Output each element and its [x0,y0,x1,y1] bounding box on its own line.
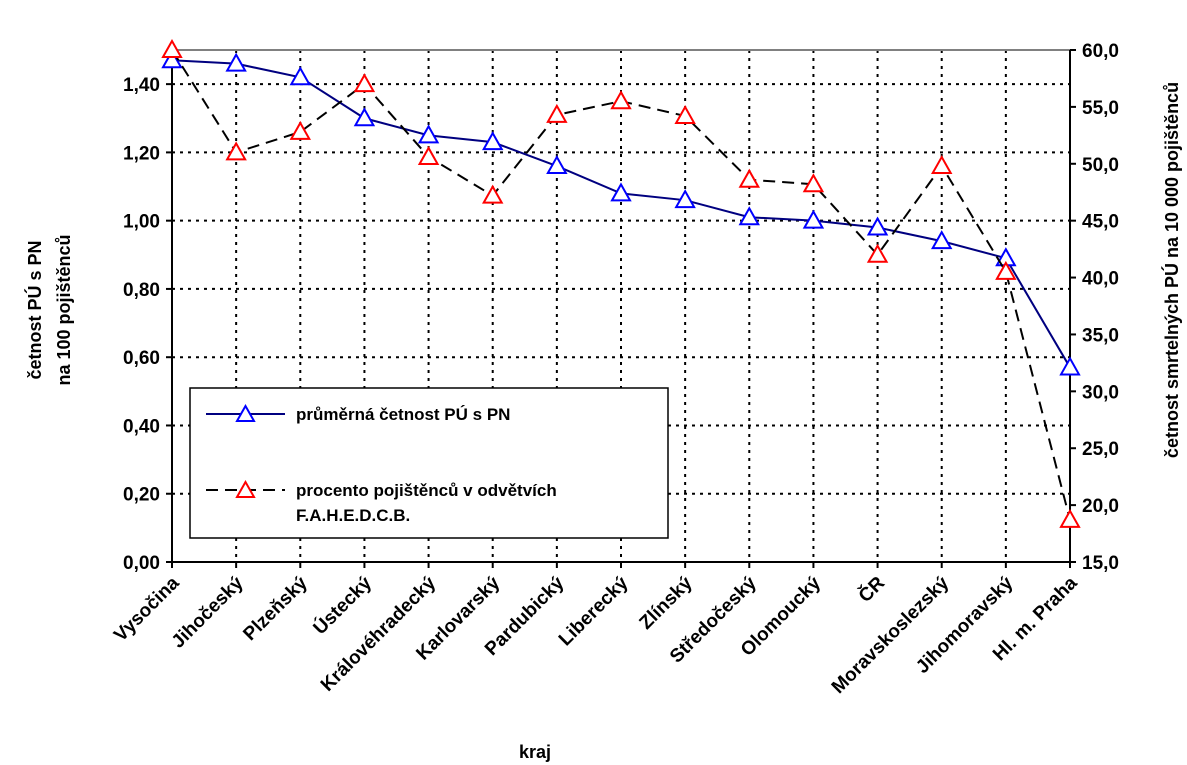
legend: průměrná četnost PÚ s PN procento pojišt… [189,387,669,539]
series-2-marker [738,168,760,188]
series-1-marker [931,230,953,250]
category-label: ČR [854,572,889,607]
series-1-marker [738,206,760,226]
series-1-marker [161,49,183,69]
left-tick-label: 1,20 [123,143,160,164]
legend-label-series-1: průměrná četnost PÚ s PN [296,405,510,424]
series-2-marker [995,260,1017,280]
right-tick-label: 25,0 [1082,439,1119,460]
category-label: Plzeňský [239,572,312,645]
series-2-marker [289,120,311,140]
series-1-marker [353,107,376,127]
series-2-marker [1059,508,1081,528]
legend-marker-series-2 [235,479,256,498]
category-label: Liberecký [555,572,633,650]
right-tick-label: 55,0 [1082,98,1119,119]
right-axis-ticks: 15,0 20,0 25,0 30,0 35,0 40,0 45,0 50,0 55,0 60,0 [1082,41,1119,574]
series-1-marker [417,124,440,144]
series-2-marker [610,90,632,110]
series-2-marker [866,243,889,263]
series-2-marker [482,184,504,204]
left-tick-label: 0,80 [123,280,160,301]
series-1-marker [1059,356,1081,376]
series-2-marker [546,103,568,123]
series-2-marker [674,104,696,124]
right-tick-label: 40,0 [1082,269,1119,290]
series-2-marker [161,38,183,58]
legend-label-series-2-line2: F.A.H.E.D.C.B. [296,506,410,525]
left-tick-label: 0,00 [123,553,160,574]
series-1-marker [225,52,247,72]
series-1-marker [866,216,889,236]
left-tick-label: 1,40 [123,75,160,96]
series-1-marker [802,209,825,229]
series-1-marker [546,155,568,175]
category-label: Zlínský [636,572,697,633]
right-tick-label: 60,0 [1082,41,1119,62]
left-tick-label: 1,00 [123,212,160,233]
right-tick-label: 15,0 [1082,553,1119,574]
left-tick-label: 0,60 [123,348,160,369]
axes [166,49,1076,568]
left-axis-title-line2: na 100 pojištěnců [54,234,74,385]
series [161,38,1081,528]
right-tick-label: 35,0 [1082,325,1119,346]
series-1 [161,49,1081,376]
left-tick-label: 0,40 [123,416,160,437]
right-tick-label: 45,0 [1082,212,1119,233]
left-axis-ticks: 0,00 0,20 0,40 0,60 0,80 1,00 1,20 1,40 [123,75,160,574]
series-2-marker [417,145,440,165]
series-1-marker [289,66,311,86]
series-1-marker [674,189,696,209]
series-2-marker [225,141,247,161]
category-label: Moravskoslezský [828,572,954,698]
category-labels: VysočinaJihočeskýPlzeňskýÚsteckýKrálovéh… [110,572,1082,698]
legend-marker-series-1 [235,403,256,422]
series-2-marker [802,173,825,193]
right-tick-label: 50,0 [1082,155,1119,176]
right-tick-label: 30,0 [1082,382,1119,403]
series-1-marker [482,131,504,151]
left-axis-title-line1: četnost PÚ s PN [24,240,45,379]
series-2-marker [353,73,376,93]
x-axis-title: kraj [519,742,551,762]
series-2-marker [931,155,953,175]
legend-label-series-2: procento pojištěnců v odvětvích [296,481,557,500]
right-axis-title: četnost smrtelných PÚ na 10 000 pojištěn… [1161,82,1182,458]
category-label: Královéhradecký [317,572,440,695]
series-2 [161,38,1081,528]
series-1-marker [610,182,632,202]
right-tick-label: 20,0 [1082,496,1119,517]
category-label: Ústecký [309,572,376,639]
left-tick-label: 0,20 [123,485,160,506]
